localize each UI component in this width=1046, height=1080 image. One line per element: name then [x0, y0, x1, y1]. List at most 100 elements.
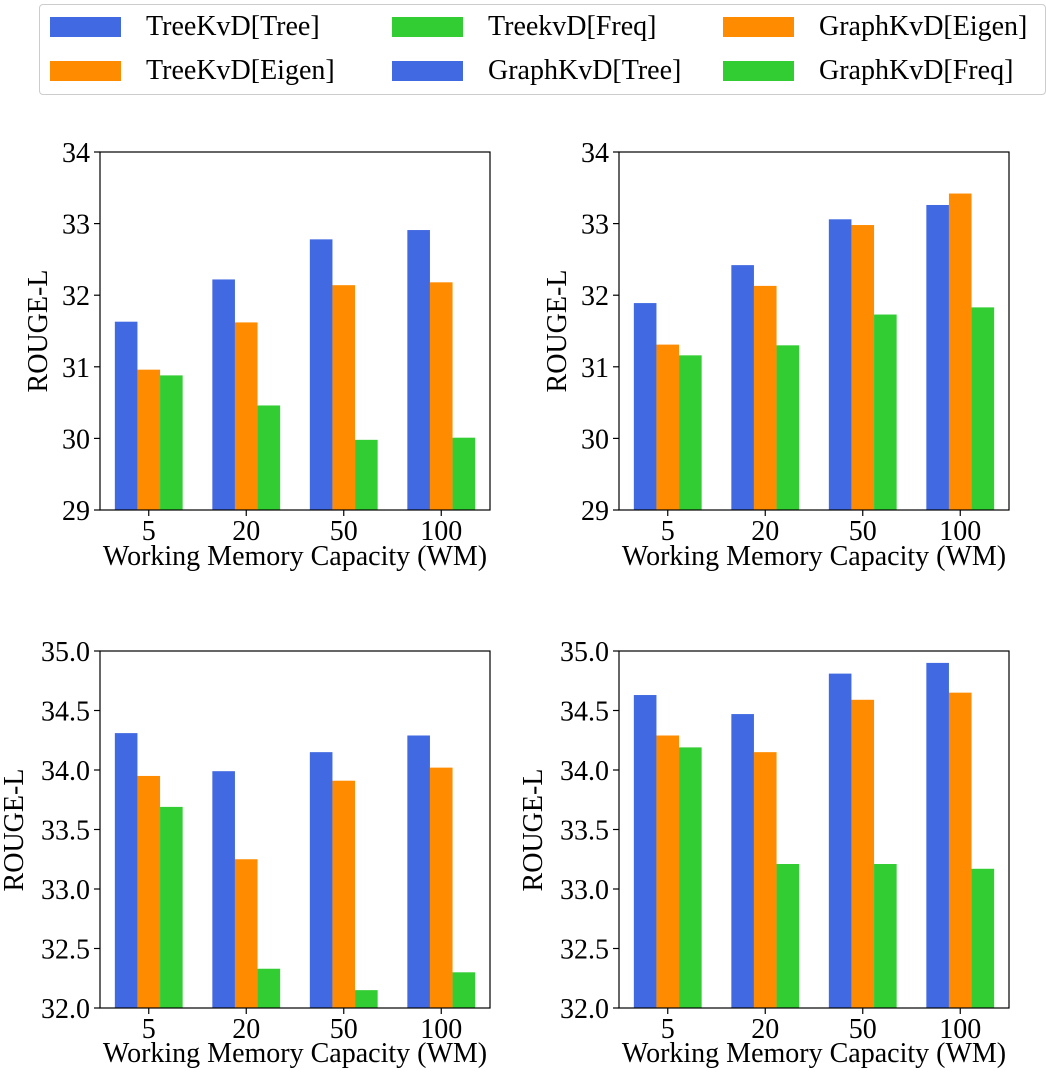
legend-label: TreeKvD[Tree]	[146, 11, 320, 42]
y-tick-label: 33.0	[560, 875, 609, 906]
bar	[137, 775, 161, 1008]
x-tick-label: 100	[420, 516, 462, 547]
bar	[355, 439, 378, 510]
y-tick-label: 34	[62, 138, 90, 169]
bar	[828, 219, 852, 510]
x-tick-label: 20	[751, 1014, 779, 1045]
bar	[355, 990, 378, 1008]
y-tick-label: 29	[581, 496, 609, 527]
legend: TreeKvD[Tree] TreekvD[Freq] GraphKvD[Eig…	[39, 4, 1046, 95]
bar	[851, 699, 875, 1008]
x-tick-label: 50	[849, 1014, 877, 1045]
bar	[874, 314, 897, 510]
bar	[731, 265, 754, 510]
bar	[429, 282, 453, 510]
legend-label: GraphKvD[Tree]	[488, 55, 682, 86]
bar	[753, 285, 777, 510]
bar	[731, 714, 754, 1008]
x-tick-label: 20	[232, 516, 260, 547]
y-tick-label: 29	[62, 496, 90, 527]
bar	[257, 968, 281, 1008]
bar	[679, 355, 702, 510]
plot-frame	[99, 151, 491, 511]
legend-label: TreekvD[Freq]	[488, 11, 657, 42]
y-tick-label: 32.5	[41, 935, 90, 966]
y-tick-label: 31	[581, 353, 609, 384]
chart-panel-4: 32.0 32.5 33.0 33.5 34.0 34.5 35.0 5 20 50 100Work…	[518, 637, 1010, 1069]
bar	[452, 972, 476, 1008]
y-tick-label: 33.0	[41, 875, 90, 906]
legend-swatch	[723, 61, 794, 81]
y-tick-label: 35.0	[41, 637, 90, 668]
x-tick-label: 20	[751, 516, 779, 547]
y-tick-label: 32.0	[560, 994, 609, 1025]
y-tick-label: 33.5	[41, 816, 90, 847]
bar	[332, 780, 356, 1008]
bar	[160, 806, 183, 1008]
bar	[656, 344, 680, 510]
y-tick-label: 34.0	[560, 756, 609, 787]
plot-frame	[618, 151, 1010, 511]
x-tick-label: 100	[939, 1014, 981, 1045]
y-axis-label: ROUGE-L	[518, 769, 549, 892]
bar	[679, 747, 702, 1008]
bar	[776, 345, 800, 510]
x-tick-label: 5	[661, 1014, 675, 1045]
legend-label: GraphKvD[Freq]	[819, 55, 1014, 86]
bar	[212, 771, 235, 1008]
y-axis-label: ROUGE-L	[23, 270, 54, 393]
y-axis-label: ROUGE-L	[0, 769, 30, 892]
y-tick-label: 32.0	[41, 994, 90, 1025]
bar	[234, 859, 258, 1008]
x-tick-label: 20	[232, 1014, 260, 1045]
x-axis-label: Working Memory Capacity (WM)	[103, 541, 487, 572]
x-axis-label: Working Memory Capacity (WM)	[622, 1038, 1006, 1069]
bar	[971, 868, 995, 1008]
y-tick-label: 32	[581, 281, 609, 312]
x-tick-label: 100	[420, 1014, 462, 1045]
y-tick-label: 32.5	[560, 935, 609, 966]
bar	[753, 752, 777, 1008]
y-tick-label: 30	[62, 424, 90, 455]
bar	[926, 204, 949, 510]
bar	[828, 673, 852, 1008]
bar	[948, 193, 972, 510]
bar	[656, 735, 680, 1008]
x-tick-label: 50	[330, 516, 358, 547]
bar	[948, 692, 972, 1008]
y-tick-label: 30	[581, 424, 609, 455]
bar	[971, 307, 995, 510]
x-axis-label: Working Memory Capacity (WM)	[622, 541, 1006, 572]
x-tick-label: 50	[849, 516, 877, 547]
bar	[212, 279, 235, 510]
x-axis-label: Working Memory Capacity (WM)	[103, 1038, 487, 1069]
bar	[160, 375, 183, 510]
bar	[407, 735, 430, 1008]
legend-swatch	[392, 61, 463, 81]
x-tick-label: 5	[661, 516, 675, 547]
y-tick-label: 35.0	[560, 637, 609, 668]
legend-swatch	[50, 17, 121, 37]
bar	[452, 437, 476, 510]
bar	[332, 285, 356, 510]
x-tick-label: 5	[142, 516, 156, 547]
legend-swatch	[392, 17, 463, 37]
bar	[633, 695, 657, 1008]
y-tick-label: 33.5	[560, 816, 609, 847]
y-tick-label: 32	[62, 281, 90, 312]
bar	[776, 864, 800, 1008]
bar	[234, 322, 258, 510]
bar	[309, 752, 333, 1008]
x-tick-label: 50	[330, 1014, 358, 1045]
bar	[633, 303, 657, 510]
y-tick-label: 34.0	[41, 756, 90, 787]
y-tick-label: 34	[581, 138, 609, 169]
legend-label: TreeKvD[Eigen]	[146, 55, 335, 86]
y-tick-label: 31	[62, 353, 90, 384]
x-tick-label: 100	[939, 516, 981, 547]
legend-label: GraphKvD[Eigen]	[819, 11, 1028, 42]
bar	[114, 733, 138, 1008]
